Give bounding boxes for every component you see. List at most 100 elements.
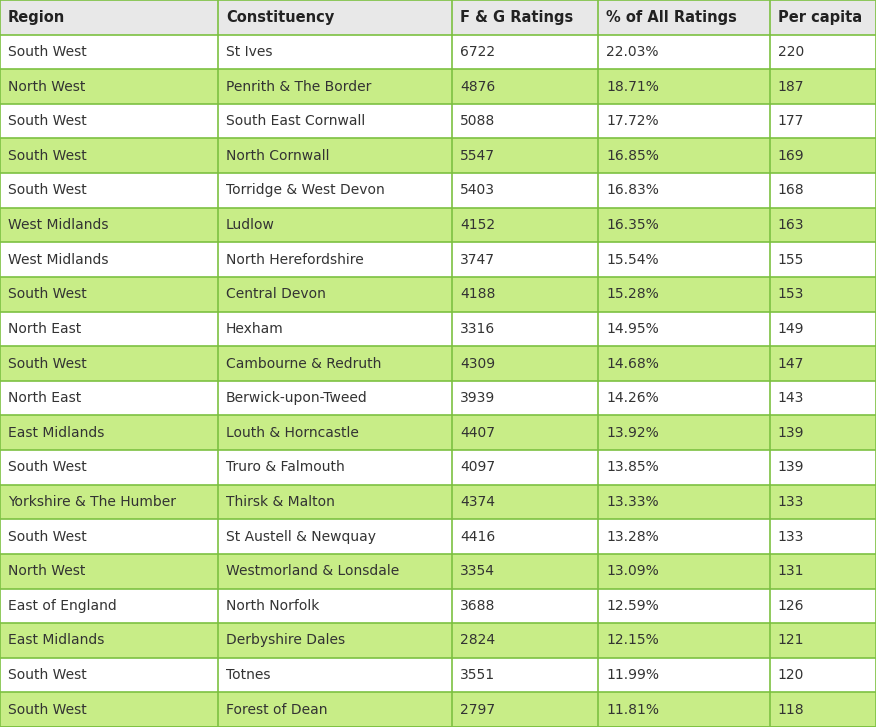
Text: 139: 139 <box>778 460 804 474</box>
Text: 3316: 3316 <box>460 322 495 336</box>
Bar <box>598 35 770 69</box>
Text: Westmorland & Lonsdale: Westmorland & Lonsdale <box>226 564 399 578</box>
Text: 22.03%: 22.03% <box>606 45 659 59</box>
Bar <box>452 0 598 35</box>
Text: 16.83%: 16.83% <box>606 183 659 198</box>
Text: East Midlands: East Midlands <box>8 426 104 440</box>
Bar <box>218 138 452 173</box>
Bar <box>218 69 452 104</box>
Bar <box>452 415 598 450</box>
Text: 131: 131 <box>778 564 804 578</box>
Bar <box>770 242 876 277</box>
Bar <box>452 381 598 415</box>
Bar <box>0 485 218 519</box>
Bar <box>598 485 770 519</box>
Bar <box>0 415 218 450</box>
Bar <box>452 692 598 727</box>
Text: 18.71%: 18.71% <box>606 79 659 94</box>
Bar <box>218 589 452 623</box>
Bar <box>598 208 770 242</box>
Text: 2797: 2797 <box>460 703 495 717</box>
Text: Derbyshire Dales: Derbyshire Dales <box>226 633 345 648</box>
Bar <box>452 312 598 346</box>
Text: 3354: 3354 <box>460 564 495 578</box>
Text: North East: North East <box>8 322 81 336</box>
Bar <box>218 208 452 242</box>
Bar <box>0 0 218 35</box>
Text: 118: 118 <box>778 703 804 717</box>
Bar <box>598 173 770 208</box>
Text: North West: North West <box>8 79 85 94</box>
Bar <box>452 277 598 312</box>
Bar <box>770 35 876 69</box>
Text: 126: 126 <box>778 599 804 613</box>
Bar <box>770 415 876 450</box>
Text: South West: South West <box>8 149 87 163</box>
Text: Region: Region <box>8 9 65 25</box>
Text: F & G Ratings: F & G Ratings <box>460 9 573 25</box>
Text: Torridge & West Devon: Torridge & West Devon <box>226 183 385 198</box>
Bar <box>218 381 452 415</box>
Bar <box>218 173 452 208</box>
Text: % of All Ratings: % of All Ratings <box>606 9 737 25</box>
Bar <box>452 346 598 381</box>
Text: St Austell & Newquay: St Austell & Newquay <box>226 529 376 544</box>
Text: East of England: East of England <box>8 599 117 613</box>
Bar <box>0 554 218 589</box>
Text: Berwick-upon-Tweed: Berwick-upon-Tweed <box>226 391 368 405</box>
Bar <box>598 346 770 381</box>
Text: 4416: 4416 <box>460 529 495 544</box>
Text: South West: South West <box>8 703 87 717</box>
Bar <box>218 623 452 658</box>
Text: 147: 147 <box>778 356 804 371</box>
Bar <box>218 312 452 346</box>
Text: 3688: 3688 <box>460 599 495 613</box>
Bar <box>770 277 876 312</box>
Bar <box>0 173 218 208</box>
Bar <box>452 242 598 277</box>
Text: 13.33%: 13.33% <box>606 495 659 509</box>
Text: 6722: 6722 <box>460 45 495 59</box>
Bar <box>598 658 770 692</box>
Bar <box>770 138 876 173</box>
Text: South West: South West <box>8 529 87 544</box>
Text: 14.95%: 14.95% <box>606 322 659 336</box>
Bar <box>452 519 598 554</box>
Text: Central Devon: Central Devon <box>226 287 326 301</box>
Text: Constituency: Constituency <box>226 9 335 25</box>
Text: 121: 121 <box>778 633 804 648</box>
Text: 11.81%: 11.81% <box>606 703 659 717</box>
Text: 12.15%: 12.15% <box>606 633 659 648</box>
Text: North West: North West <box>8 564 85 578</box>
Text: South West: South West <box>8 287 87 301</box>
Bar <box>0 450 218 485</box>
Text: 4309: 4309 <box>460 356 495 371</box>
Bar <box>0 242 218 277</box>
Bar <box>218 415 452 450</box>
Text: 133: 133 <box>778 495 804 509</box>
Text: 2824: 2824 <box>460 633 495 648</box>
Text: Louth & Horncastle: Louth & Horncastle <box>226 426 359 440</box>
Text: 149: 149 <box>778 322 804 336</box>
Bar <box>598 692 770 727</box>
Text: Forest of Dean: Forest of Dean <box>226 703 328 717</box>
Bar <box>598 519 770 554</box>
Text: 139: 139 <box>778 426 804 440</box>
Text: 12.59%: 12.59% <box>606 599 659 613</box>
Text: 16.35%: 16.35% <box>606 218 659 232</box>
Bar <box>598 242 770 277</box>
Text: Thirsk & Malton: Thirsk & Malton <box>226 495 335 509</box>
Bar <box>770 173 876 208</box>
Bar <box>598 69 770 104</box>
Text: 14.26%: 14.26% <box>606 391 659 405</box>
Text: 4407: 4407 <box>460 426 495 440</box>
Text: 143: 143 <box>778 391 804 405</box>
Bar <box>0 35 218 69</box>
Bar <box>0 623 218 658</box>
Text: Penrith & The Border: Penrith & The Border <box>226 79 371 94</box>
Bar <box>770 208 876 242</box>
Bar <box>598 0 770 35</box>
Text: South West: South West <box>8 183 87 198</box>
Text: 17.72%: 17.72% <box>606 114 659 128</box>
Text: 155: 155 <box>778 253 804 267</box>
